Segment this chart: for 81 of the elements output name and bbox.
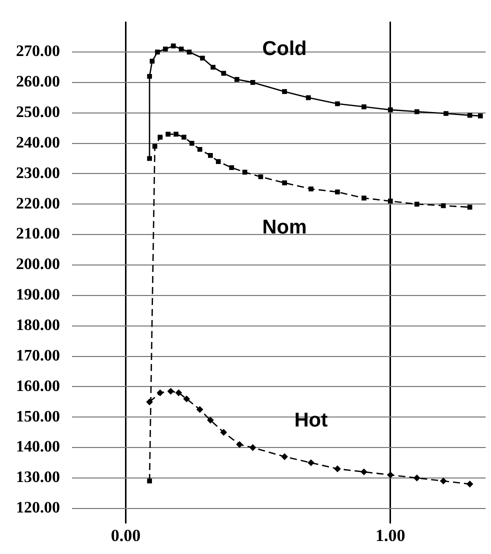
point (440, 203, 446, 208)
point (208, 153, 213, 158)
point (155, 50, 160, 54)
point (478, 114, 483, 118)
point (308, 186, 314, 192)
point (166, 132, 170, 137)
y-tick-label: 170.00 (16, 347, 60, 364)
y-tick-label: 140.00 (16, 438, 60, 456)
point (186, 50, 192, 54)
point (156, 390, 164, 396)
y-tick-label: 230.00 (16, 164, 60, 182)
point (281, 454, 288, 460)
point (158, 134, 163, 140)
point (335, 101, 340, 106)
series-label: Cold (262, 38, 307, 60)
point (147, 478, 152, 484)
point (170, 44, 176, 48)
point (183, 396, 190, 402)
point (200, 56, 205, 61)
point (207, 417, 214, 424)
series-label: Nom (262, 216, 307, 238)
point (216, 159, 221, 164)
point (466, 480, 473, 488)
y-tick-label: 120.00 (16, 500, 60, 517)
point (178, 46, 184, 52)
point (174, 132, 178, 137)
point (147, 74, 152, 79)
point (362, 104, 366, 110)
point (147, 156, 152, 161)
point (335, 190, 340, 194)
point (306, 95, 311, 100)
point (414, 202, 420, 207)
point (362, 196, 366, 200)
y-tick-label: 240.00 (16, 134, 60, 152)
point (282, 180, 287, 186)
point (221, 70, 226, 76)
y-tick-label: 160.00 (16, 378, 60, 395)
point (444, 111, 448, 116)
point (220, 429, 227, 436)
point (388, 198, 393, 204)
point (229, 165, 234, 170)
point (210, 64, 216, 70)
point (196, 406, 203, 413)
point (162, 46, 168, 52)
y-tick-label: 190.00 (16, 286, 60, 304)
point (250, 444, 256, 451)
series-label: Hot (294, 409, 328, 432)
y-tick-label: 270.00 (16, 43, 60, 60)
point (168, 388, 174, 394)
point (387, 472, 394, 478)
y-tick-label: 150.00 (16, 408, 60, 426)
point (236, 441, 243, 448)
x-tick-label: 1.00 (376, 526, 406, 546)
point (258, 174, 264, 180)
point (388, 107, 393, 112)
point (360, 468, 368, 476)
point (414, 109, 420, 114)
point (282, 89, 287, 94)
point (234, 76, 240, 82)
point (414, 474, 420, 482)
point (175, 390, 182, 396)
y-tick-label: 250.00 (16, 104, 60, 122)
y-tick-label: 180.00 (16, 316, 60, 334)
point (182, 134, 186, 140)
point (152, 144, 158, 149)
point (197, 146, 202, 152)
y-tick-label: 260.00 (16, 74, 60, 91)
point (308, 460, 314, 466)
point (440, 478, 446, 484)
point (189, 140, 194, 146)
point (242, 170, 248, 175)
y-tick-label: 200.00 (16, 256, 60, 274)
y-tick-label: 210.00 (16, 226, 60, 243)
x-tick-label: 0.00 (110, 526, 141, 546)
point (334, 466, 341, 472)
point (467, 204, 472, 210)
point (250, 80, 256, 85)
point (467, 112, 472, 118)
point (150, 58, 155, 64)
y-tick-label: 130.00 (16, 469, 60, 486)
y-tick-label: 220.00 (16, 195, 60, 212)
